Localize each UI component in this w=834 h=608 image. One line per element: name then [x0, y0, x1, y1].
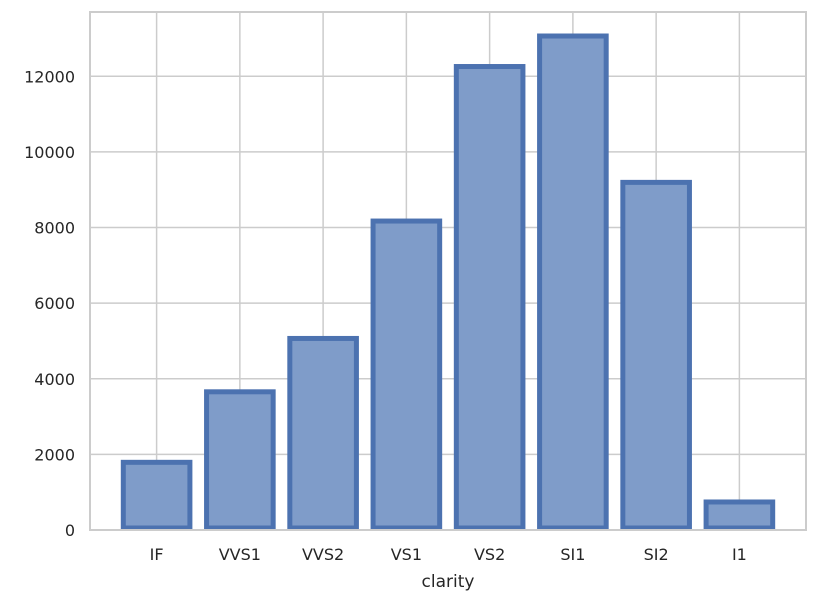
y-tick-label: 12000 — [24, 67, 75, 86]
bar-i1 — [703, 499, 776, 531]
bar-vs1 — [370, 218, 443, 531]
gridlines — [90, 12, 806, 531]
y-tick-label: 6000 — [34, 294, 75, 313]
x-tick-label: I1 — [732, 545, 747, 564]
x-tick-label: IF — [150, 545, 164, 564]
y-tick-label: 2000 — [34, 445, 75, 464]
x-axis-ticks: IF VVS1 VVS2 VS1 VS2 SI1 SI2 I1 — [150, 545, 747, 564]
y-tick-label: 10000 — [24, 143, 75, 162]
bar-vvs1 — [204, 389, 276, 531]
x-tick-label: SI1 — [560, 545, 585, 564]
x-tick-label: VS1 — [391, 545, 422, 564]
plot-area — [89, 11, 807, 531]
x-tick-label: SI2 — [644, 545, 669, 564]
x-tick-label: VVS2 — [302, 545, 344, 564]
x-tick-label: VS2 — [474, 545, 505, 564]
y-tick-label: 8000 — [34, 219, 75, 238]
plot-frame — [89, 11, 807, 531]
bar-vvs2 — [287, 335, 359, 531]
bar-si2 — [620, 179, 692, 531]
y-tick-label: 4000 — [34, 370, 75, 389]
bar-vs2 — [453, 64, 526, 531]
y-axis-ticks: 0 2000 4000 6000 8000 10000 12000 — [24, 67, 75, 540]
bars — [120, 33, 776, 531]
bar-si1 — [537, 33, 609, 531]
x-tick-label: VVS1 — [219, 545, 261, 564]
x-axis-label: clarity — [422, 572, 475, 592]
bar-if — [120, 459, 193, 531]
y-tick-label: 0 — [65, 521, 75, 540]
